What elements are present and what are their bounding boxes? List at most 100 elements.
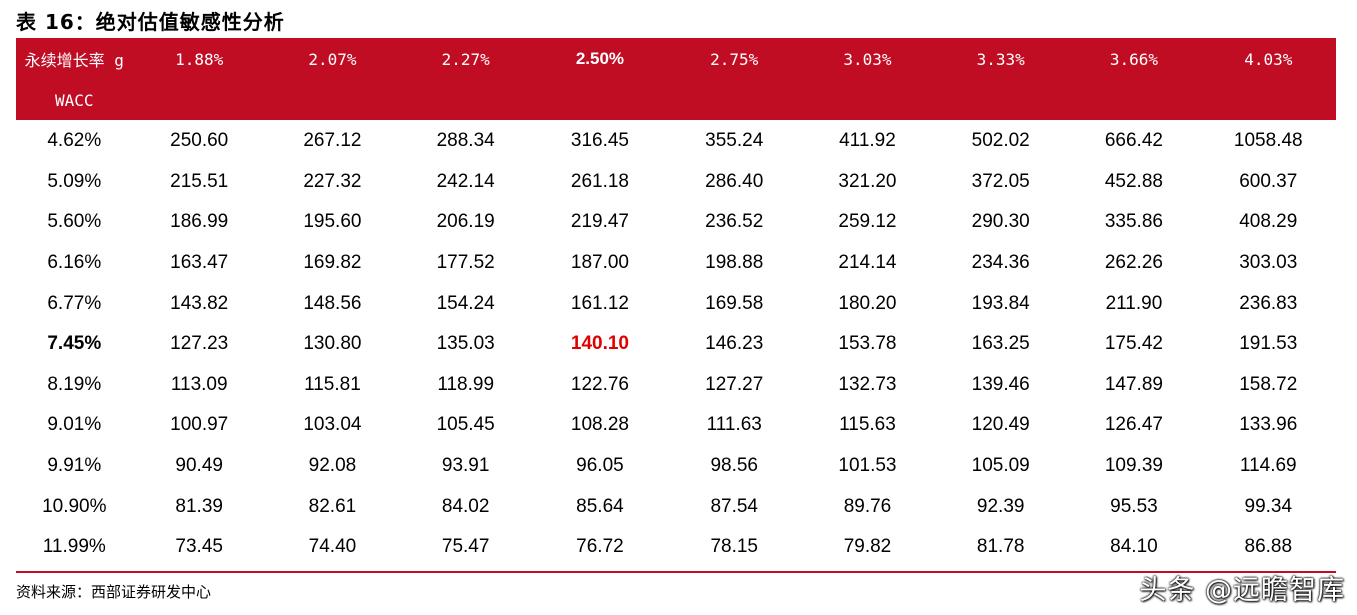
value-cell: 195.60 bbox=[303, 211, 362, 233]
value-cell: 82.61 bbox=[308, 495, 357, 517]
value-cell: 180.20 bbox=[838, 292, 897, 314]
header-growth-rate: 2.07% bbox=[265, 38, 400, 80]
value-cell: 1058.48 bbox=[1233, 130, 1303, 152]
value-cell: 214.14 bbox=[838, 252, 897, 274]
value-cell: 303.03 bbox=[1239, 252, 1298, 274]
header-wacc-label: WACC bbox=[16, 80, 133, 120]
value-cell: 153.78 bbox=[838, 333, 897, 355]
value-cell: 115.81 bbox=[304, 373, 361, 395]
table-row: 8.19% 113.09 115.81 118.99 122.76 127.27 132.7… bbox=[16, 365, 1336, 406]
value-cell: 215.51 bbox=[170, 170, 229, 192]
value-cell: 130.80 bbox=[303, 333, 362, 355]
value-cell: 101.53 bbox=[838, 455, 897, 477]
table-row: 5.60% 186.99 195.60 206.19 219.47 236.52 259.1… bbox=[16, 202, 1336, 243]
value-cell: 115.63 bbox=[839, 414, 896, 436]
value-cell: 372.05 bbox=[971, 170, 1030, 192]
value-cell: 109.39 bbox=[1104, 455, 1163, 477]
header-growth-rate: 3.33% bbox=[934, 38, 1068, 80]
value-cell: 81.78 bbox=[976, 536, 1025, 558]
source-note: 资料来源：西部证券研发中心 bbox=[16, 583, 212, 601]
value-cell: 242.14 bbox=[436, 170, 495, 192]
wacc-cell: 6.77% bbox=[47, 292, 102, 314]
value-cell: 163.47 bbox=[170, 252, 229, 274]
value-cell: 127.23 bbox=[170, 333, 229, 355]
value-cell: 146.23 bbox=[705, 333, 764, 355]
header-growth-rate: 2.27% bbox=[399, 38, 533, 80]
wacc-cell: 5.09% bbox=[47, 170, 102, 192]
value-cell: 267.12 bbox=[303, 130, 362, 152]
wacc-cell: 6.16% bbox=[47, 252, 102, 274]
value-cell: 122.76 bbox=[570, 373, 629, 395]
value-cell: 187.00 bbox=[570, 252, 629, 274]
value-cell: 288.34 bbox=[436, 130, 495, 152]
value-cell: 262.26 bbox=[1104, 252, 1163, 274]
value-cell: 86.88 bbox=[1244, 536, 1293, 558]
wacc-cell: 5.60% bbox=[47, 211, 102, 233]
value-cell: 84.02 bbox=[441, 495, 490, 517]
value-cell: 236.52 bbox=[705, 211, 764, 233]
value-cell: 74.40 bbox=[308, 536, 357, 558]
value-cell: 135.03 bbox=[436, 333, 495, 355]
value-cell: 99.34 bbox=[1244, 495, 1293, 517]
table-header: 永续增长率 g 1.88% 2.07% 2.27% 2.50% 2.75% 3.03% 3.… bbox=[16, 38, 1336, 120]
table-row: 7.45% 127.23 130.80 135.03 140.10 146.23 153.7… bbox=[16, 324, 1336, 365]
value-cell: 286.40 bbox=[705, 170, 764, 192]
value-cell: 158.72 bbox=[1239, 373, 1298, 395]
value-cell: 355.24 bbox=[705, 130, 764, 152]
watermark: 头条 @远瞻智库 bbox=[1139, 575, 1345, 606]
value-cell: 227.32 bbox=[303, 170, 362, 192]
value-cell: 105.09 bbox=[971, 455, 1030, 477]
header-growth-rate: 3.66% bbox=[1067, 38, 1201, 80]
value-cell: 259.12 bbox=[838, 211, 897, 233]
table-row: 9.91% 90.49 92.08 93.91 96.05 98.56 101.53 105.… bbox=[16, 446, 1336, 487]
value-cell: 126.47 bbox=[1104, 414, 1163, 436]
value-cell: 87.54 bbox=[710, 495, 758, 517]
value-cell: 316.45 bbox=[570, 130, 629, 152]
table-row: 9.01% 100.97 103.04 105.45 108.28 111.63 115.6… bbox=[16, 405, 1336, 446]
value-cell: 76.72 bbox=[576, 536, 624, 558]
header-growth-rate: 3.03% bbox=[800, 38, 935, 80]
value-cell: 100.97 bbox=[170, 414, 229, 436]
value-cell: 140.10 bbox=[570, 333, 629, 355]
value-cell: 84.10 bbox=[1110, 536, 1158, 558]
value-cell: 169.58 bbox=[705, 292, 764, 314]
wacc-cell: 11.99% bbox=[42, 536, 106, 558]
sensitivity-table-container: 永续增长率 g 1.88% 2.07% 2.27% 2.50% 2.75% 3.03% 3.… bbox=[16, 38, 1336, 568]
value-cell: 206.19 bbox=[436, 211, 495, 233]
value-cell: 193.84 bbox=[971, 292, 1030, 314]
value-cell: 175.42 bbox=[1104, 333, 1163, 355]
value-cell: 89.76 bbox=[843, 495, 892, 517]
value-cell: 452.88 bbox=[1104, 170, 1163, 192]
value-cell: 120.49 bbox=[971, 414, 1030, 436]
value-cell: 73.45 bbox=[175, 536, 223, 558]
table-row: 11.99% 73.45 74.40 75.47 76.72 78.15 79.82 81.7… bbox=[16, 527, 1336, 568]
value-cell: 191.53 bbox=[1239, 333, 1298, 355]
value-cell: 250.60 bbox=[170, 130, 229, 152]
value-cell: 502.02 bbox=[971, 130, 1030, 152]
value-cell: 666.42 bbox=[1104, 130, 1163, 152]
header-growth-rate: 2.50% bbox=[532, 38, 668, 80]
header-growth-rate: 1.88% bbox=[132, 38, 266, 80]
value-cell: 113.09 bbox=[170, 373, 228, 395]
value-cell: 108.28 bbox=[570, 414, 629, 436]
table-bottom-rule bbox=[16, 571, 1336, 573]
value-cell: 111.63 bbox=[706, 414, 762, 436]
value-cell: 411.92 bbox=[839, 130, 896, 152]
value-cell: 234.36 bbox=[971, 252, 1030, 274]
value-cell: 177.52 bbox=[436, 252, 495, 274]
table-row: 6.16% 163.47 169.82 177.52 187.00 198.88 214.1… bbox=[16, 243, 1336, 284]
value-cell: 154.24 bbox=[436, 292, 495, 314]
sensitivity-table: 永续增长率 g 1.88% 2.07% 2.27% 2.50% 2.75% 3.03% 3.… bbox=[16, 38, 1336, 568]
value-cell: 163.25 bbox=[971, 333, 1030, 355]
table-body: 4.62% 250.60 267.12 288.34 316.45 355.24 411.9… bbox=[16, 120, 1336, 568]
value-cell: 148.56 bbox=[303, 292, 362, 314]
value-cell: 79.82 bbox=[843, 536, 892, 558]
value-cell: 143.82 bbox=[170, 292, 229, 314]
value-cell: 321.20 bbox=[838, 170, 897, 192]
header-blank bbox=[132, 80, 1336, 120]
wacc-cell: 9.01% bbox=[47, 414, 102, 436]
value-cell: 161.12 bbox=[570, 292, 629, 314]
value-cell: 85.64 bbox=[576, 495, 624, 517]
value-cell: 236.83 bbox=[1239, 292, 1298, 314]
header-growth-rate-label: 永续增长率 g bbox=[16, 38, 133, 80]
